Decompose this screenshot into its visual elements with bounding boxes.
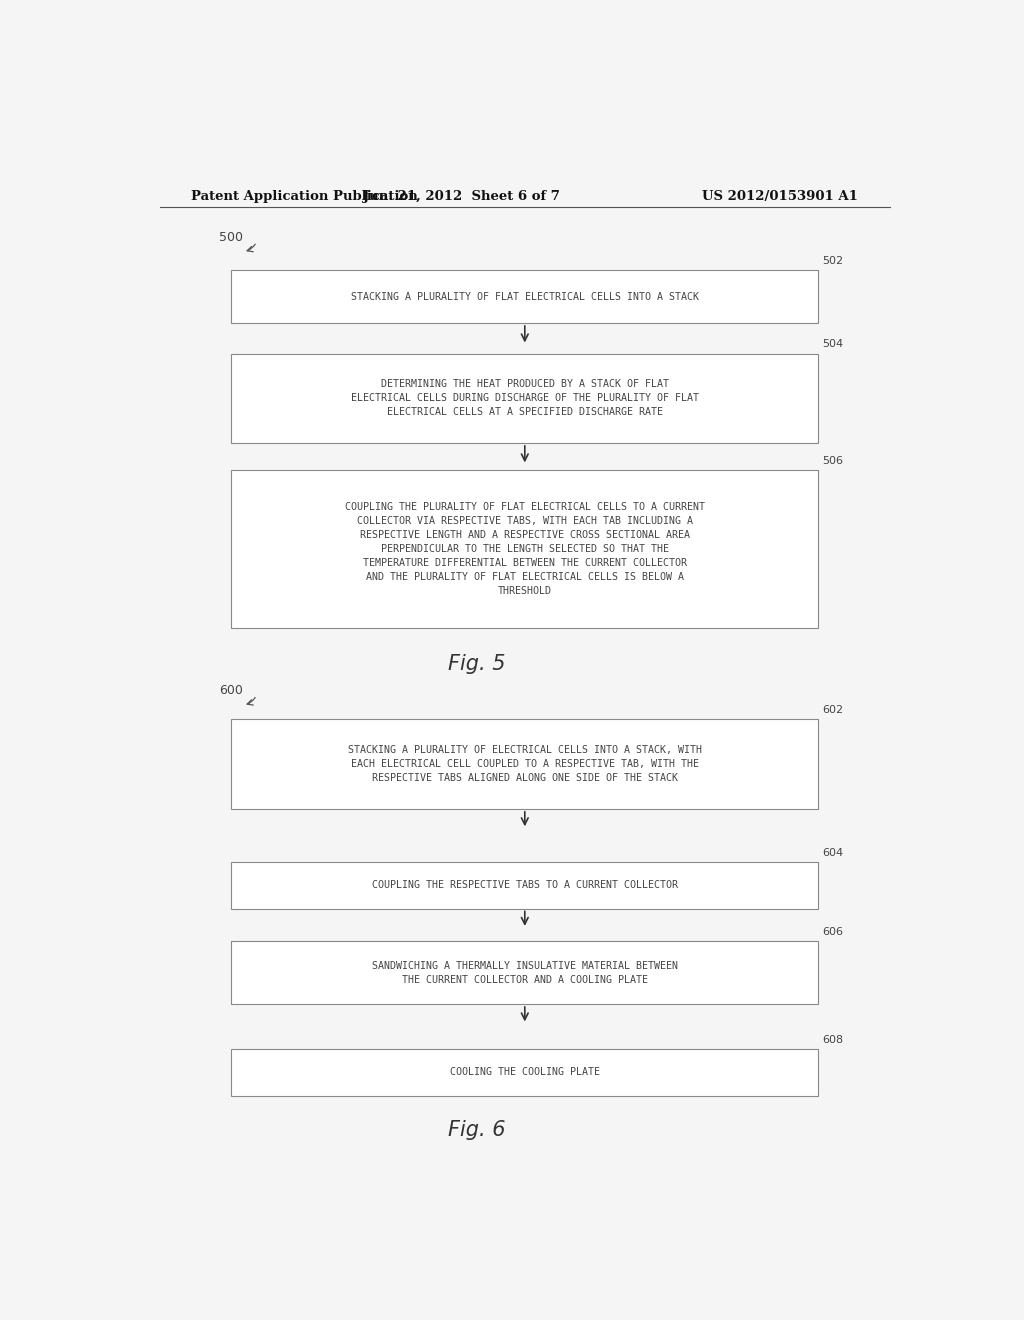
Text: Fig. 6: Fig. 6 bbox=[449, 1121, 506, 1140]
Text: 608: 608 bbox=[822, 1035, 844, 1044]
Text: DETERMINING THE HEAT PRODUCED BY A STACK OF FLAT
ELECTRICAL CELLS DURING DISCHAR: DETERMINING THE HEAT PRODUCED BY A STACK… bbox=[351, 379, 698, 417]
Text: 502: 502 bbox=[822, 256, 844, 267]
Text: COOLING THE COOLING PLATE: COOLING THE COOLING PLATE bbox=[450, 1067, 600, 1077]
Text: SANDWICHING A THERMALLY INSULATIVE MATERIAL BETWEEN
THE CURRENT COLLECTOR AND A : SANDWICHING A THERMALLY INSULATIVE MATER… bbox=[372, 961, 678, 985]
Text: 504: 504 bbox=[822, 339, 844, 350]
Text: Patent Application Publication: Patent Application Publication bbox=[191, 190, 418, 202]
Bar bbox=[231, 719, 818, 809]
Text: 506: 506 bbox=[822, 457, 844, 466]
Bar bbox=[231, 862, 818, 908]
Text: COUPLING THE RESPECTIVE TABS TO A CURRENT COLLECTOR: COUPLING THE RESPECTIVE TABS TO A CURREN… bbox=[372, 880, 678, 890]
Text: US 2012/0153901 A1: US 2012/0153901 A1 bbox=[702, 190, 858, 202]
Text: 600: 600 bbox=[219, 685, 243, 697]
Text: STACKING A PLURALITY OF ELECTRICAL CELLS INTO A STACK, WITH
EACH ELECTRICAL CELL: STACKING A PLURALITY OF ELECTRICAL CELLS… bbox=[348, 746, 701, 783]
Text: 604: 604 bbox=[822, 847, 844, 858]
Bar bbox=[231, 470, 818, 628]
Bar bbox=[231, 271, 818, 323]
Text: STACKING A PLURALITY OF FLAT ELECTRICAL CELLS INTO A STACK: STACKING A PLURALITY OF FLAT ELECTRICAL … bbox=[351, 292, 698, 302]
Bar bbox=[231, 941, 818, 1005]
Bar bbox=[231, 354, 818, 444]
Text: COUPLING THE PLURALITY OF FLAT ELECTRICAL CELLS TO A CURRENT
COLLECTOR VIA RESPE: COUPLING THE PLURALITY OF FLAT ELECTRICA… bbox=[345, 502, 705, 597]
Text: 602: 602 bbox=[822, 705, 844, 715]
Text: 606: 606 bbox=[822, 927, 844, 937]
Text: Jun. 21, 2012  Sheet 6 of 7: Jun. 21, 2012 Sheet 6 of 7 bbox=[362, 190, 560, 202]
Text: Fig. 5: Fig. 5 bbox=[449, 653, 506, 673]
Bar bbox=[231, 1049, 818, 1096]
Text: 500: 500 bbox=[219, 231, 244, 244]
